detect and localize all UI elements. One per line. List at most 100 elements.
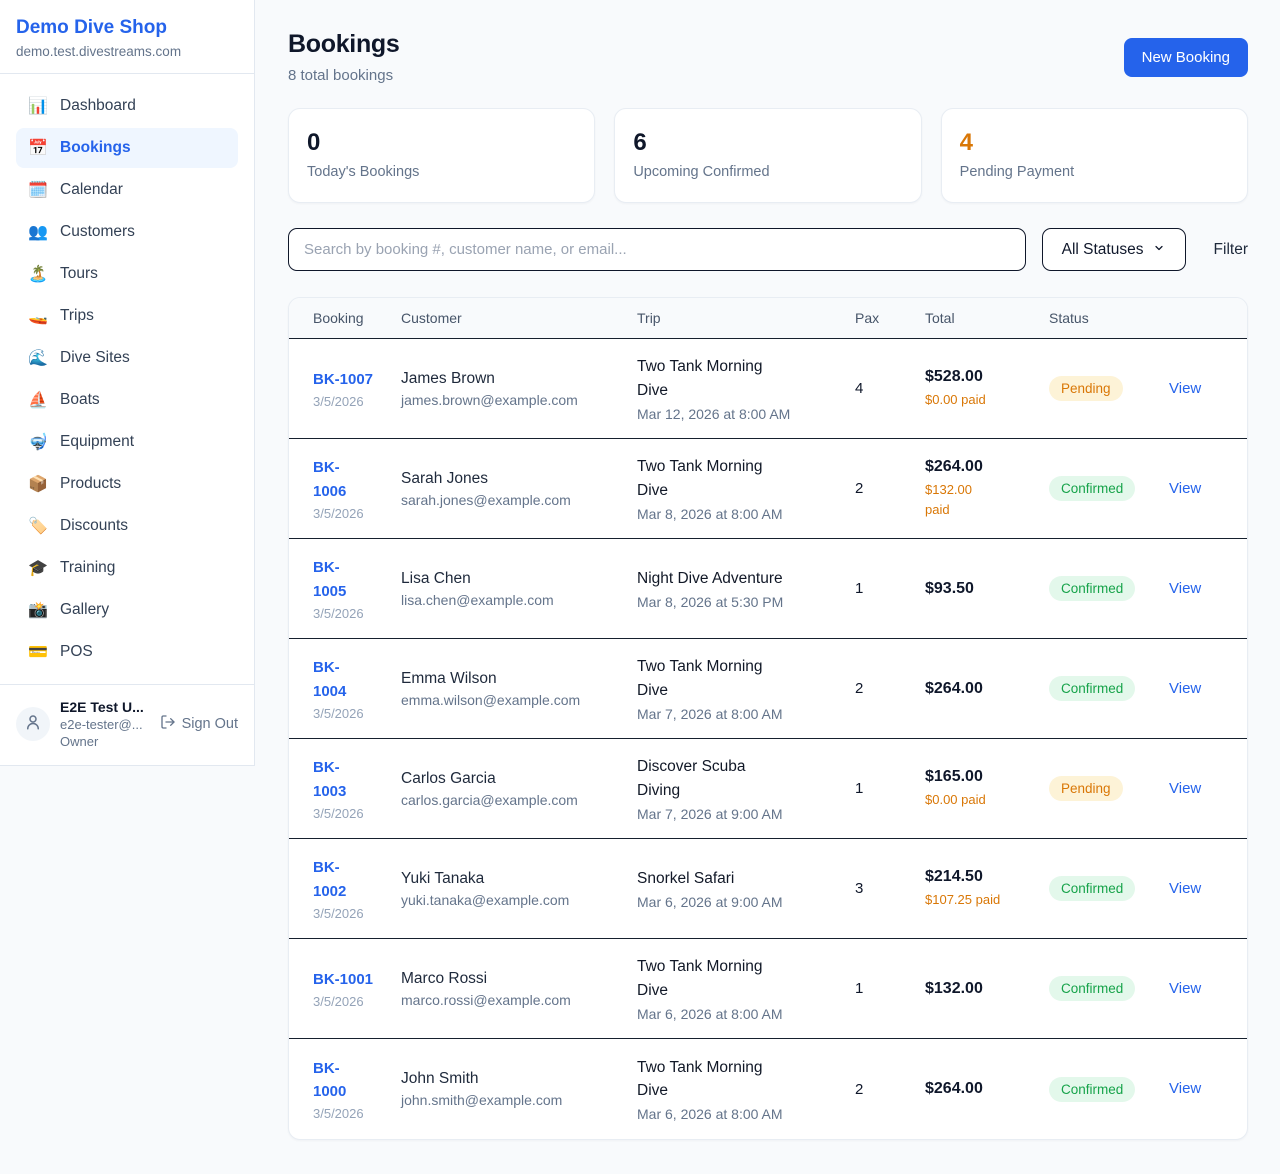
status-filter-select[interactable]: All Statuses (1041, 228, 1186, 271)
brand-title: Demo Dive Shop (16, 17, 167, 38)
trip-name: Two Tank Morning Dive (637, 458, 763, 499)
training-icon: 🎓 (28, 560, 48, 577)
view-link[interactable]: View (1169, 879, 1202, 897)
customer-email: sarah.jones@example.com (401, 491, 571, 508)
view-link[interactable]: View (1169, 779, 1202, 797)
bookings-table: Booking Customer Trip Pax Total Status BK-100… (288, 297, 1248, 1140)
sidebar: Demo Dive Shop demo.test.divestreams.com… (0, 0, 255, 766)
sidebar-item-customers[interactable]: 👥 Customers (28, 223, 135, 241)
dive-sites-icon: 🌊 (28, 350, 48, 367)
sidebar-item-discounts[interactable]: 🏷️ Discounts (28, 517, 129, 535)
sign-out-label: Sign Out (181, 716, 238, 732)
column-header: Pax (855, 310, 880, 326)
trip-name: Two Tank Morning Dive (637, 358, 763, 399)
boats-icon: ⛵ (28, 392, 48, 409)
discounts-icon: 🏷️ (28, 518, 48, 535)
sidebar-item-equipment[interactable]: 🤿 Equipment (28, 433, 135, 451)
customer-name: Sarah Jones (401, 469, 489, 487)
booking-date: 3/5/2026 (313, 994, 364, 1010)
customer-email: john.smith@example.com (401, 1092, 563, 1108)
sidebar-item-pos[interactable]: 💳 POS (28, 643, 93, 661)
toolbar: All Statuses Filter (288, 228, 1248, 271)
status-badge: Confirmed (1049, 576, 1136, 601)
stat-card: 6 Upcoming Confirmed (614, 108, 922, 203)
sign-out-icon (160, 714, 176, 734)
view-link[interactable]: View (1169, 1080, 1202, 1097)
column-header: Trip (637, 310, 661, 326)
view-link[interactable]: View (1169, 979, 1202, 997)
sidebar-item-gallery[interactable]: 📸 Gallery (28, 601, 110, 619)
column-header: Booking (313, 310, 364, 326)
trip-datetime: Mar 6, 2026 at 8:00 AM (637, 1106, 783, 1123)
filter-button[interactable]: Filter (1213, 240, 1248, 258)
new-booking-button[interactable]: New Booking (1123, 38, 1248, 77)
trip-datetime: Mar 12, 2026 at 8:00 AM (637, 405, 791, 422)
total-amount: $214.50 (925, 867, 983, 885)
customer-name: John Smith (401, 1070, 479, 1087)
view-link[interactable]: View (1169, 479, 1202, 497)
user-email: e2e-tester@... (60, 717, 143, 732)
sidebar-item-boats[interactable]: ⛵ Boats (28, 391, 100, 409)
booking-number-link[interactable]: BK- 1003 (313, 759, 347, 800)
customer-name: Emma Wilson (401, 669, 497, 687)
tours-icon: 🏝️ (28, 266, 48, 283)
table-row: BK- 1005 3/5/2026 Lisa Chen lisa.chen@ex… (289, 539, 1247, 639)
sidebar-item-trips[interactable]: 🚤 Trips (28, 307, 94, 325)
stat-value: 4 (959, 129, 974, 156)
view-link[interactable]: View (1169, 579, 1202, 597)
table-row: BK- 1003 3/5/2026 Carlos Garcia carlos.g… (289, 739, 1247, 839)
view-link[interactable]: View (1169, 379, 1202, 397)
customer-name: James Brown (401, 369, 495, 387)
booking-date: 3/5/2026 (313, 805, 364, 821)
view-link[interactable]: View (1169, 679, 1202, 697)
total-amount: $264.00 (925, 679, 983, 697)
sidebar-item-dive-sites[interactable]: 🌊 Dive Sites (28, 349, 130, 367)
sidebar-item-bookings[interactable]: 📅 Bookings (16, 128, 238, 168)
total-amount: $165.00 (925, 767, 983, 785)
avatar (16, 707, 50, 741)
sidebar-item-calendar[interactable]: 🗓️ Calendar (28, 181, 123, 199)
page-title-block: Bookings 8 total bookings (288, 30, 400, 84)
sidebar-item-products[interactable]: 📦 Products (28, 475, 122, 493)
table-header-row: Booking Customer Trip Pax Total Status (289, 298, 1247, 339)
table-row: BK- 1002 3/5/2026 Yuki Tanaka yuki.tanak… (289, 839, 1247, 939)
booking-number-link[interactable]: BK- 1002 (313, 859, 347, 900)
search-input[interactable] (288, 228, 1026, 271)
sidebar-item-tours[interactable]: 🏝️ Tours (28, 265, 98, 283)
booking-number-link[interactable]: BK- 1004 (313, 659, 347, 700)
stat-card: 0 Today's Bookings (288, 108, 596, 203)
booking-number-link[interactable]: BK- 1006 (313, 459, 347, 500)
stat-card: 4 Pending Payment (940, 108, 1248, 203)
stat-label: Today's Bookings (307, 164, 420, 180)
customer-email: yuki.tanaka@example.com (401, 891, 570, 908)
dashboard-icon: 📊 (28, 98, 48, 115)
status-badge: Confirmed (1049, 976, 1136, 1001)
booking-date: 3/5/2026 (313, 605, 364, 621)
column-header: Status (1049, 310, 1089, 326)
booking-date: 3/5/2026 (313, 1106, 364, 1122)
user-icon (24, 713, 42, 736)
pax-count: 2 (855, 680, 864, 697)
booking-number-link[interactable]: BK- 1005 (313, 559, 347, 600)
sign-out-button[interactable]: Sign Out (160, 714, 238, 734)
user-meta: E2E Test U... e2e-tester@... Owner (60, 699, 150, 749)
booking-number-link[interactable]: BK-1001 (313, 970, 374, 988)
booking-number-link[interactable]: BK- 1000 (313, 1059, 347, 1100)
pax-count: 1 (855, 780, 864, 797)
sidebar-item-training[interactable]: 🎓 Training (28, 559, 116, 577)
table-row: BK- 1006 3/5/2026 Sarah Jones sarah.jone… (289, 439, 1247, 539)
customer-name: Carlos Garcia (401, 769, 496, 787)
trip-datetime: Mar 8, 2026 at 8:00 AM (637, 505, 783, 522)
status-badge: Pending (1049, 776, 1123, 801)
pax-count: 3 (855, 880, 864, 897)
trip-datetime: Mar 6, 2026 at 8:00 AM (637, 1005, 783, 1022)
customer-email: carlos.garcia@example.com (401, 791, 578, 808)
user-block: E2E Test U... e2e-tester@... Owner Sign … (0, 684, 254, 765)
brand-block: Demo Dive Shop demo.test.divestreams.com (0, 0, 254, 74)
trip-name: Discover Scuba Diving (637, 758, 746, 799)
pax-count: 2 (855, 480, 864, 497)
booking-date: 3/5/2026 (313, 905, 364, 921)
sidebar-item-dashboard[interactable]: 📊 Dashboard (28, 97, 136, 115)
trip-name: Night Dive Adventure (637, 569, 783, 587)
booking-number-link[interactable]: BK-1007 (313, 370, 374, 388)
